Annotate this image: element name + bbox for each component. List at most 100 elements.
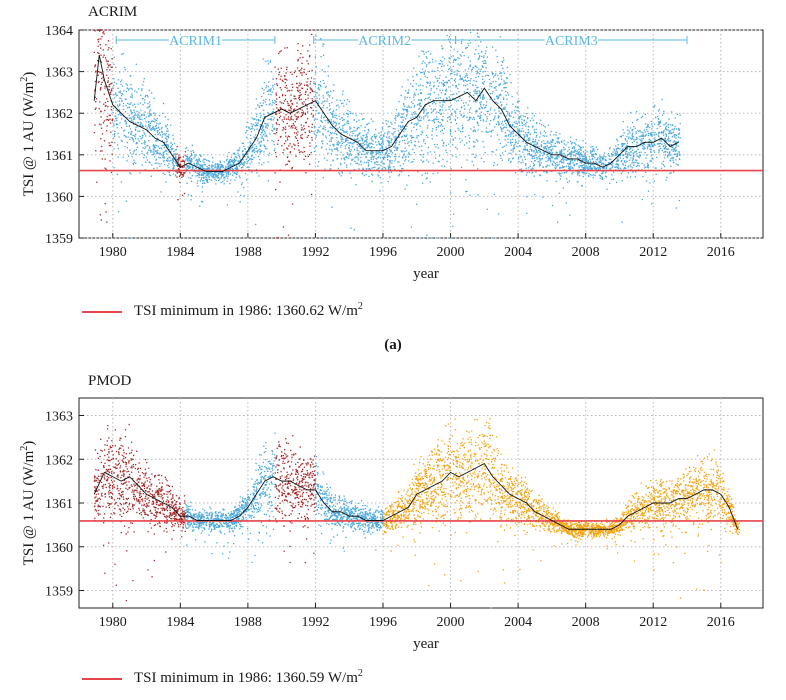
data-point xyxy=(244,161,246,164)
data-point xyxy=(130,130,133,133)
data-point xyxy=(437,69,439,72)
data-point xyxy=(482,62,485,64)
data-point xyxy=(532,167,534,169)
data-point xyxy=(397,136,400,138)
data-point xyxy=(223,161,225,163)
data-point xyxy=(604,175,607,177)
data-point xyxy=(283,100,286,102)
data-point xyxy=(184,172,186,174)
data-point xyxy=(556,152,558,154)
data-point xyxy=(278,112,280,114)
data-point xyxy=(483,107,486,109)
data-point xyxy=(674,142,677,144)
data-point xyxy=(558,152,561,154)
data-point xyxy=(486,208,488,210)
data-point xyxy=(447,68,450,71)
data-point xyxy=(173,142,176,145)
data-point xyxy=(350,163,352,165)
data-point xyxy=(598,168,600,171)
data-point xyxy=(230,179,232,181)
data-point xyxy=(141,136,143,139)
data-point xyxy=(490,131,493,133)
data-point xyxy=(272,119,275,121)
data-point xyxy=(355,184,357,186)
data-point xyxy=(311,90,313,92)
data-point xyxy=(98,30,101,32)
data-point xyxy=(616,150,618,152)
data-point xyxy=(218,164,220,166)
data-point xyxy=(400,128,402,130)
x-tick-label: 2012 xyxy=(639,245,667,260)
data-point xyxy=(552,160,554,162)
data-point xyxy=(148,149,150,151)
data-point xyxy=(142,104,144,106)
data-point xyxy=(146,159,148,161)
data-point xyxy=(155,125,157,127)
data-point xyxy=(211,164,213,166)
data-point xyxy=(136,91,138,93)
data-point xyxy=(436,237,439,239)
data-point xyxy=(378,141,380,143)
data-point xyxy=(143,156,145,159)
data-point xyxy=(654,116,657,119)
data-point xyxy=(204,173,206,175)
data-point xyxy=(497,107,500,109)
data-point xyxy=(399,126,402,128)
data-point xyxy=(228,164,230,166)
data-point xyxy=(132,139,134,141)
data-point xyxy=(528,139,530,142)
data-point xyxy=(616,163,618,166)
data-point xyxy=(516,145,518,147)
data-point xyxy=(624,164,626,167)
data-point xyxy=(596,162,598,164)
data-point xyxy=(156,117,159,120)
data-point xyxy=(583,164,585,166)
data-point xyxy=(100,110,102,112)
data-point xyxy=(172,147,174,150)
data-point xyxy=(110,108,113,111)
data-point xyxy=(260,128,263,130)
data-point xyxy=(430,53,432,55)
data-point xyxy=(501,89,503,92)
data-point xyxy=(262,117,264,120)
data-point xyxy=(301,72,303,74)
data-point xyxy=(444,81,446,84)
data-point xyxy=(484,75,487,77)
data-point xyxy=(415,83,417,85)
data-point xyxy=(502,146,504,149)
data-point xyxy=(263,145,266,147)
data-point xyxy=(635,171,637,173)
data-point xyxy=(343,124,345,127)
data-point xyxy=(429,84,431,87)
data-point xyxy=(225,166,227,168)
data-point xyxy=(245,132,247,134)
data-point xyxy=(626,153,628,156)
data-point xyxy=(279,51,281,53)
data-point xyxy=(600,164,603,166)
data-point xyxy=(254,134,257,136)
data-point xyxy=(629,159,631,161)
data-point xyxy=(674,125,676,128)
data-point xyxy=(468,109,471,111)
data-point xyxy=(107,100,109,103)
data-point xyxy=(646,162,649,165)
data-point xyxy=(422,51,425,53)
data-point xyxy=(586,166,588,168)
data-point xyxy=(196,182,198,184)
data-point xyxy=(335,148,337,150)
data-point xyxy=(378,151,380,154)
data-point xyxy=(168,166,170,169)
data-point xyxy=(524,115,526,118)
data-point xyxy=(209,173,211,175)
data-point xyxy=(186,159,189,161)
data-point xyxy=(664,146,666,149)
data-point xyxy=(576,156,579,159)
data-point xyxy=(477,58,479,60)
data-point xyxy=(332,120,335,123)
data-point xyxy=(156,127,158,129)
data-point xyxy=(630,168,632,171)
data-point xyxy=(322,54,325,56)
data-point xyxy=(245,136,248,139)
data-point xyxy=(279,87,281,89)
data-point xyxy=(177,199,179,201)
